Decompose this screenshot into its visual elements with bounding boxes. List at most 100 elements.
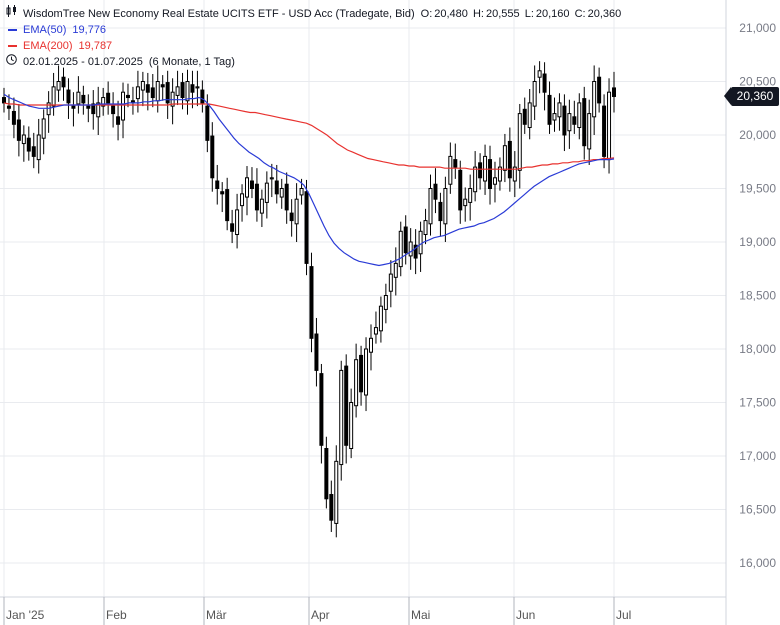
- candle-body: [522, 108, 527, 125]
- candle: [36, 118, 41, 174]
- candle: [51, 72, 56, 116]
- candle: [502, 133, 507, 183]
- candle-body: [458, 169, 463, 211]
- candle-body: [492, 177, 497, 185]
- ema200-swatch: [8, 45, 17, 47]
- candle: [547, 81, 552, 134]
- candle: [2, 87, 6, 113]
- candle: [388, 260, 393, 308]
- y-tick-label: 16,000: [739, 556, 776, 570]
- close-label: C:: [574, 7, 586, 20]
- candle: [423, 208, 428, 245]
- candle-body: [180, 82, 185, 99]
- candle: [567, 99, 572, 149]
- candle: [309, 252, 314, 353]
- candle: [552, 97, 557, 132]
- candle-body: [259, 198, 264, 214]
- candle-body: [185, 81, 190, 102]
- candle-body: [438, 201, 443, 222]
- candle-body: [140, 81, 145, 91]
- candle-body: [254, 183, 259, 211]
- candle-body: [612, 87, 616, 97]
- low-value: 20,160: [535, 7, 570, 20]
- candle-body: [517, 113, 522, 171]
- candle: [245, 166, 250, 216]
- candle-body: [230, 223, 235, 232]
- x-tick-label: Feb: [106, 608, 127, 622]
- candle: [473, 151, 478, 202]
- ema50-value: 19,776: [72, 24, 107, 36]
- candle-body: [319, 373, 324, 446]
- ohlc-values: O: 20,480 H: 20,555 L: 20,160 C: 20,360: [421, 6, 624, 22]
- candle: [478, 153, 483, 190]
- candle: [274, 164, 279, 204]
- candle: [130, 86, 135, 115]
- x-tick-label: Mai: [411, 608, 430, 622]
- candle-body: [567, 113, 572, 132]
- candle-body: [274, 180, 279, 195]
- candle-body: [602, 105, 607, 157]
- legend-title-row: WisdomTree New Economy Real Estate UCITS…: [6, 5, 623, 22]
- y-tick-label: 18,500: [739, 289, 776, 303]
- candle-body: [86, 105, 91, 109]
- x-tick-label: Apr: [311, 608, 330, 622]
- candle: [240, 184, 245, 222]
- y-tick-label: 19,500: [739, 182, 776, 196]
- candle-body: [175, 86, 180, 96]
- candle-body: [215, 180, 220, 189]
- candle: [185, 69, 190, 115]
- candle: [373, 311, 378, 344]
- candle-body: [557, 102, 562, 118]
- candle: [46, 91, 51, 133]
- ema-lines: [3, 93, 615, 267]
- candle-body: [81, 94, 86, 104]
- candle-body: [145, 84, 150, 93]
- candle-body: [339, 369, 344, 466]
- candle: [354, 343, 359, 418]
- candle: [96, 86, 101, 135]
- candle-body: [160, 84, 165, 88]
- candle: [592, 65, 597, 135]
- candle: [507, 127, 512, 192]
- candle: [463, 187, 468, 222]
- candle-body: [16, 119, 21, 141]
- candle: [200, 80, 205, 113]
- candle: [443, 176, 448, 242]
- candle: [195, 70, 200, 107]
- candle-body: [309, 266, 314, 339]
- price-axis: 16,000 16,500 17,000 17,500 18,000 18,500 19,0…: [725, 0, 776, 625]
- candle-body: [403, 226, 408, 254]
- legend-ema50[interactable]: EMA(50) 19,776: [6, 22, 623, 38]
- candle-body: [542, 73, 547, 93]
- candle: [6, 94, 11, 121]
- candle-body: [56, 81, 61, 91]
- candle: [602, 94, 607, 169]
- candle-body: [135, 86, 140, 100]
- candle-body: [334, 460, 339, 524]
- ema200-label: EMA(200): [23, 40, 73, 52]
- last-price-tag: 20,360: [724, 86, 779, 106]
- candle: [294, 183, 299, 242]
- y-tick-label: 20,500: [739, 75, 776, 89]
- candle: [111, 92, 116, 128]
- candle: [532, 65, 537, 121]
- candle-body: [155, 81, 160, 102]
- legend-ema200[interactable]: EMA(200) 19,787: [6, 38, 623, 54]
- candle: [418, 221, 423, 272]
- candle: [254, 168, 259, 222]
- candle: [413, 229, 418, 275]
- candle-body: [428, 188, 433, 225]
- candle-body: [51, 86, 56, 107]
- legend-range[interactable]: 02.01.2025 - 01.07.2025 (6 Monate, 1 Tag…: [6, 54, 623, 70]
- candle-body: [294, 198, 299, 225]
- candle-body: [587, 113, 592, 150]
- candle: [597, 67, 602, 113]
- candle-body: [91, 103, 96, 115]
- candle-body: [388, 273, 393, 292]
- time-axis: Jan '25 Feb Mär Apr Mai Jun Jul: [0, 596, 726, 625]
- candle: [259, 189, 264, 228]
- candle-body: [249, 180, 254, 189]
- candle-body: [116, 116, 121, 125]
- candle: [577, 93, 582, 140]
